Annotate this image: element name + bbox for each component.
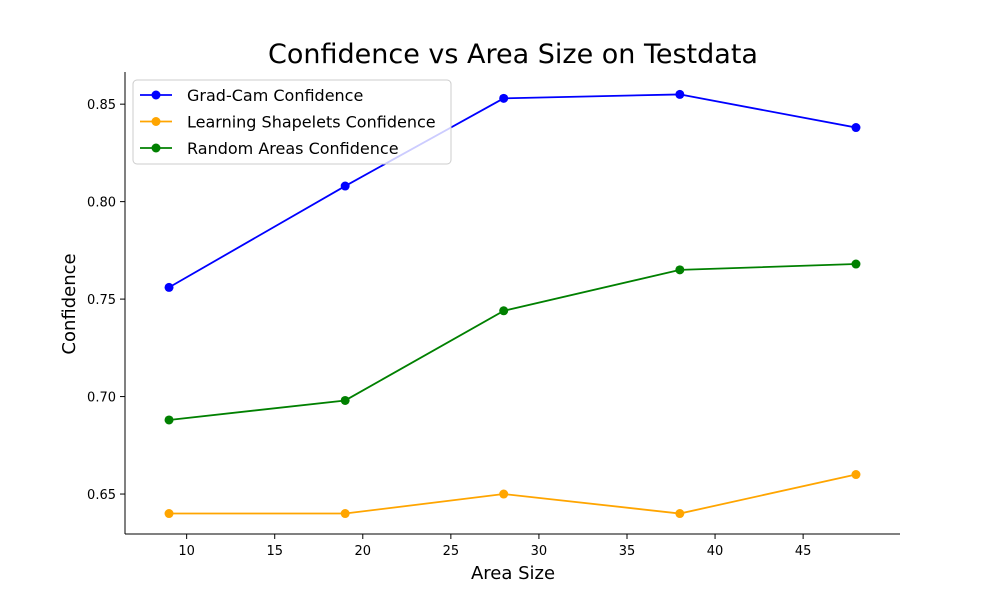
data-point <box>340 181 350 191</box>
data-point <box>340 509 350 519</box>
legend-items: Grad-Cam Confidence Learning Shapelets Co… <box>140 86 436 158</box>
y-axis-title: Confidence <box>59 253 80 354</box>
legend-label: Grad-Cam Confidence <box>187 86 363 105</box>
y-tick-label: 0.80 <box>87 196 116 211</box>
x-ticks: 10 15 20 25 30 35 40 45 <box>178 534 811 559</box>
series-grad-cam-confidence <box>164 89 861 292</box>
x-tick-label: 45 <box>795 544 812 559</box>
x-tick-label: 40 <box>707 544 724 559</box>
x-tick-label: 20 <box>355 544 372 559</box>
data-point <box>164 415 174 425</box>
legend-marker <box>151 117 161 126</box>
legend-label: Learning Shapelets Confidence <box>187 113 436 132</box>
legend-box <box>132 79 452 165</box>
y-tick-label: 0.85 <box>87 98 116 113</box>
chart-title: Confidence vs Area Size on Testdata <box>268 39 758 70</box>
y-tick-label: 0.70 <box>87 391 116 406</box>
data-point <box>675 265 685 275</box>
x-tick-label: 35 <box>619 544 636 559</box>
axes <box>124 72 900 535</box>
x-tick-label: 10 <box>178 544 195 559</box>
series-line <box>168 263 856 421</box>
series-layer <box>164 89 861 519</box>
x-tick-label: 30 <box>531 544 548 559</box>
x-axis-title: Area Size <box>471 563 555 584</box>
data-point <box>851 123 861 133</box>
x-tick-label: 25 <box>443 544 460 559</box>
data-point <box>675 509 685 519</box>
data-point <box>340 395 350 405</box>
legend-item: Random Areas Confidence <box>140 139 399 158</box>
y-tick-label: 0.75 <box>87 293 116 308</box>
legend-item: Grad-Cam Confidence <box>140 86 363 105</box>
data-point <box>164 282 174 292</box>
x-tick-label: 15 <box>266 544 283 559</box>
legend-item: Learning Shapelets Confidence <box>140 113 436 132</box>
data-point <box>499 489 509 499</box>
series-line <box>169 473 857 515</box>
data-point <box>499 93 509 103</box>
data-point <box>851 259 861 269</box>
legend-marker <box>151 90 161 100</box>
legend: Grad-Cam Confidence Learning Shapelets Co… <box>132 79 452 165</box>
series-random-areas-confidence <box>164 259 861 425</box>
data-point <box>851 470 861 480</box>
series-learning-shapelets-confidence <box>164 470 861 519</box>
legend-label: Random Areas Confidence <box>187 139 399 158</box>
legend-marker <box>151 143 161 153</box>
data-point <box>675 89 685 99</box>
y-tick-label: 0.65 <box>87 488 116 503</box>
data-point <box>499 306 509 316</box>
data-point <box>164 509 174 519</box>
y-ticks: 0.65 0.70 0.75 0.80 0.85 <box>87 98 125 503</box>
